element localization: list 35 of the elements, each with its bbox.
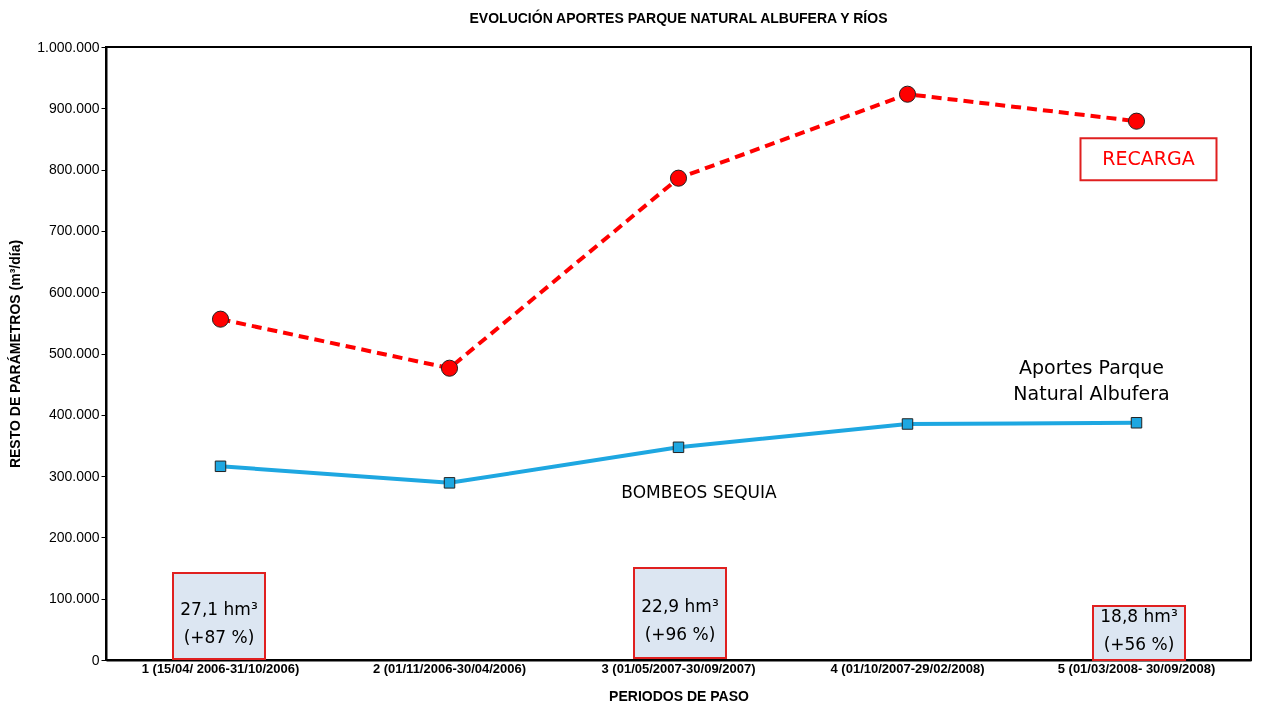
series-label: RECARGA (1102, 147, 1195, 170)
x-tick-label: 4 (01/10/2007-29/02/2008) (830, 660, 985, 676)
point (440, 359, 459, 377)
y-tick-label: 800.000 (48, 161, 100, 178)
y-tick-label: 0 (91, 651, 100, 668)
chart-title: EVOLUCIÓN APORTES PARQUE NATURAL ALBUFERA Y RÍOS (469, 9, 888, 26)
x-tick-label: 3 (01/05/2007-30/09/2007) (601, 660, 756, 676)
annotation: BOMBEOS SEQUIA (621, 482, 778, 502)
y-tick-label: 700.000 (48, 222, 100, 239)
y-tick-label: 300.000 (48, 467, 100, 484)
series-label: Aportes Parque Natural Albufera (1013, 355, 1170, 404)
y-tick-label: 1.000.000 (37, 38, 100, 55)
x-axis-title: PERIODOS DE PASO (609, 687, 749, 704)
y-tick-label: 600.000 (48, 283, 100, 300)
point (443, 477, 456, 489)
y-axis-title: RESTO DE PARÁMETROS (m³/día) (7, 239, 24, 469)
y-tick-label: 500.000 (48, 345, 100, 361)
y-tick-label: 900.000 (48, 99, 100, 116)
point (214, 460, 227, 473)
point (901, 418, 914, 430)
point (211, 310, 230, 328)
point (669, 169, 688, 187)
x-tick-label: 1 (15/04/ 2006-31/10/2006) (141, 660, 300, 676)
annotation: 18,8 hm³ (+56 %) (1100, 606, 1178, 654)
point (898, 85, 917, 103)
annotation: 27,1 hm³ (+87 %) (180, 599, 258, 647)
x-tick-label: 2 (01/11/2006-30/04/2006) (372, 660, 527, 676)
point (1127, 112, 1146, 130)
y-tick-label: 400.000 (48, 406, 100, 423)
y-tick-label: 200.000 (48, 528, 100, 545)
y-tick-label: 100.000 (48, 590, 100, 607)
annotation: 22,9 hm³ (+96 %) (641, 596, 719, 644)
point (1130, 417, 1143, 429)
x-tick-label: 5 (01/03/2008- 30/09/2008) (1057, 660, 1216, 676)
point (672, 441, 685, 454)
